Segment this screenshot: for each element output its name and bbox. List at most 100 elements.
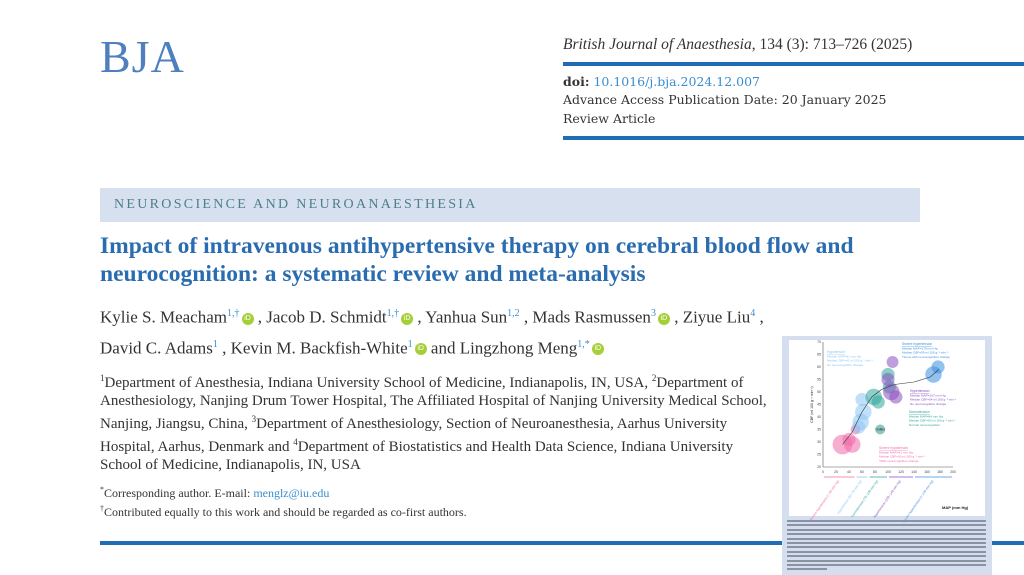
article-title: Impact of intravenous antihypertensive t… [100,233,854,287]
author-name: Lingzhong Meng [459,338,578,358]
annotation-line: Median CBF=50 ml 100 g⁻¹ min⁻¹ [909,419,955,423]
y-tick-label: 25 [817,453,821,457]
equal-contribution-note: †Contributed equally to this work and sh… [100,504,467,520]
annotation-line: *With neurocognition change [879,459,919,463]
bubble-point [871,395,885,409]
bubble-point [886,356,899,368]
journal-name: British Journal of Anaesthesia [563,36,752,53]
annotation-line: Median MAP=61 mm Hg [827,354,861,358]
author-name: Kylie S. Meacham [100,307,227,327]
orcid-icon[interactable]: iD [401,312,414,325]
doi-link[interactable]: 10.1016/j.bja.2024.12.007 [593,74,761,89]
annotation-line: Normal neurocognition [909,423,940,427]
doi-line: doi: 10.1016/j.bja.2024.12.007 [563,74,760,89]
author-affiliation-marker: 1,2 [507,308,520,319]
orcid-icon[interactable]: iD [657,312,670,325]
caption-text-line [787,568,827,571]
journal-citation: British Journal of Anaesthesia, 134 (3):… [563,36,912,54]
y-tick-label: 50 [817,390,821,394]
caption-text-line [787,559,986,562]
section-label: NEUROSCIENCE AND NEUROANAESTHESIA [114,197,478,212]
bubble-chart: 0 20 40 60 80 100 120 140 160 180 2002025303540455… [789,340,985,524]
annotation-title: Severe hypotension [879,446,908,450]
affiliation-text: Department of Anesthesiology, Nanjing Dr… [100,375,767,433]
author-name: Jacob D. Schmidt [266,307,387,327]
article-type: Review Article [563,111,656,126]
bubble-point [889,390,903,404]
affiliation-number: 2 [651,373,657,384]
affiliation-number: 1 [100,373,105,384]
author-affiliation-marker: 1 [407,338,413,350]
bubble-point [875,424,886,435]
x-tick-label: 100 [885,470,891,474]
annotation-line: No neurocognition change [827,363,863,367]
author-affiliation-marker: 1,† [227,308,240,319]
citation-details: , 134 (3): 713–726 (2025) [751,36,913,53]
caption-text-line [787,564,986,566]
author-name: Ziyue Liu [682,307,751,327]
outlier-label: Outlier [876,428,886,432]
x-tick-label: 60 [860,470,864,474]
section-banner: NEUROSCIENCE AND NEUROANAESTHESIA [100,188,920,222]
affiliation-text: Department of Anesthesia, Indiana Univer… [104,375,652,392]
author-list: Kylie S. Meacham1,† iD , Jacob D. Schmidt… [100,307,764,358]
y-tick-label: 20 [817,465,821,469]
affiliations: 1Department of Anesthesia, Indiana Unive… [100,369,775,474]
annotation-line: Median CBF=59 ml 100 g⁻¹ min⁻¹ [902,351,948,355]
bubble-point [852,420,866,434]
x-tick-label: 120 [898,470,904,474]
y-tick-label: 35 [817,428,821,432]
orcid-icon[interactable]: iD [241,312,254,325]
affiliation-number: 4 [293,437,298,448]
x-tick-label: 160 [924,470,930,474]
caption-text-line [787,533,986,536]
author-affiliation-marker: 4 [750,308,756,319]
author-affiliation-marker: 3 [650,308,656,319]
affiliation-text: Department of Anesthesiology, Section of… [100,416,728,456]
y-tick-label: 70 [817,340,821,344]
annotation-title: Hypertension [910,389,930,393]
header-rule-top [563,62,1024,66]
caption-text-line [787,520,986,522]
header-rule-bottom [563,136,1024,140]
annotation-line: Median MAP=176 mm Hg [902,346,938,350]
footnotes: *Corresponding author. E-mail: menglz@iu… [100,482,775,520]
caption-text-line [787,555,986,558]
y-tick-label: 45 [817,403,821,407]
journal-logo: BJA [100,31,185,82]
x-tick-label: 140 [911,470,917,474]
orcid-icon[interactable]: iD [414,343,427,356]
footer-rule [100,541,1024,545]
annotation-line: Median MAP=84 mm Hg [909,414,943,418]
author-name: Kevin M. Backfish-White [230,338,408,358]
annotation-line: Median CBF=30 ml 100 g⁻¹ min⁻¹ [879,455,925,459]
caption-text-line [787,524,986,527]
annotation-title: Normotension [909,410,930,414]
bubble-point [881,372,895,387]
author-affiliation-marker: 1,† [386,308,400,319]
trend-line [842,369,939,445]
figure-thumbnail[interactable]: 0 20 40 60 80 100 120 140 160 180 200 20 25 30 35 40 45 5… [782,336,992,575]
author-name: Mads Rasmussen [532,307,651,327]
annotation-line: No neurocognition change [910,402,946,406]
affiliation-number: 3 [251,414,257,425]
bubble-point [855,392,869,407]
annotation-line: Median CBF=54 ml 100 g⁻¹ min⁻¹ [910,398,956,402]
caption-text-line [787,537,986,540]
x-tick-label: 200 [950,470,956,474]
doi-label: doi: [563,74,590,89]
x-tick-label: 40 [847,470,851,474]
x-tick-label: 20 [834,470,838,474]
author-name: David C. Adams [100,338,213,358]
y-tick-label: 60 [817,365,821,369]
y-tick-label: 40 [817,415,821,419]
annotation-title: Severe hypertension [902,342,932,346]
caption-text-line [787,542,986,544]
email-link[interactable]: menglz@iu.edu [253,486,330,501]
annotation-line: Median CBF=42 ml 100 g⁻¹ min⁻¹ [827,359,873,363]
x-tick-label: 180 [937,470,943,474]
orcid-icon[interactable]: iD [591,343,604,356]
y-tick-label: 30 [817,440,821,444]
x-axis-label: MAP (mm Hg) [942,505,969,510]
x-tick-label: 80 [873,470,877,474]
